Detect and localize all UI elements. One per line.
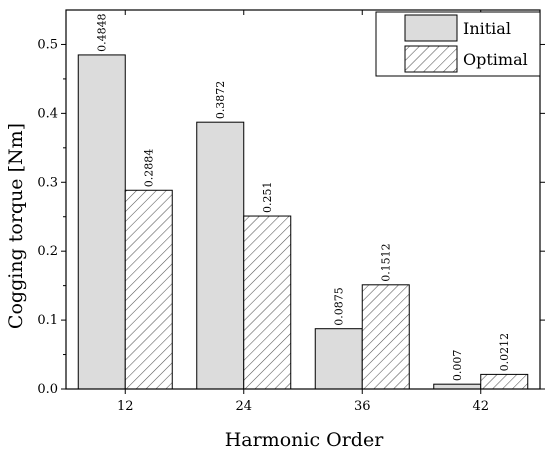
data-label-initial-36: 0.0875: [333, 287, 346, 326]
y-axis-label: Cogging torque [Nm]: [5, 123, 27, 329]
legend: Initial Optimal: [375, 11, 541, 77]
bar-initial-24: [196, 121, 245, 390]
data-label-optimal-42: 0.0212: [498, 333, 511, 372]
data-label-optimal-36: 0.1512: [380, 243, 393, 282]
data-label-initial-24: 0.3872: [214, 81, 227, 120]
bar-initial-36: [314, 328, 363, 390]
data-labels-layer: 0.4848 0.2884 0.3872 0.251 0.0875 0.1512 0.007…: [96, 13, 512, 381]
legend-swatch-initial: [404, 14, 458, 42]
x-tick-label: 42: [472, 399, 489, 414]
y-tick-label: 0.3: [37, 175, 58, 190]
bar-initial-42: [433, 383, 482, 390]
axes-layer: 12 24 36 42 0.0 0.1 0.2 0.3 0.4 0.5: [37, 9, 545, 414]
data-label-initial-12: 0.4848: [96, 13, 109, 52]
y-tick-label: 0.4: [37, 106, 58, 121]
y-tick-label: 0.0: [37, 382, 58, 397]
y-tick-label: 0.5: [37, 37, 58, 52]
x-axis-label: Harmonic Order: [225, 429, 384, 451]
legend-swatch-optimal: [404, 45, 458, 73]
data-label-initial-42: 0.007: [451, 350, 464, 382]
legend-box: [375, 11, 541, 77]
y-tick-label: 0.1: [37, 313, 58, 328]
y-tick-label: 0.2: [37, 244, 58, 259]
x-tick-label: 12: [117, 399, 134, 414]
bar-optimal-12: [124, 189, 173, 390]
bar-initial-12: [77, 54, 126, 390]
legend-label-optimal: Optimal: [463, 50, 528, 69]
x-tick-label: 24: [235, 399, 252, 414]
x-tick-label: 36: [354, 399, 371, 414]
bar-optimal-42: [480, 373, 529, 390]
plot-frame: [65, 9, 541, 390]
bars-layer: [77, 54, 529, 390]
bar-optimal-24: [243, 215, 292, 390]
data-label-optimal-24: 0.251: [261, 182, 274, 214]
legend-label-initial: Initial: [463, 19, 511, 38]
bar-optimal-36: [361, 284, 410, 390]
data-label-optimal-12: 0.2884: [143, 149, 156, 188]
